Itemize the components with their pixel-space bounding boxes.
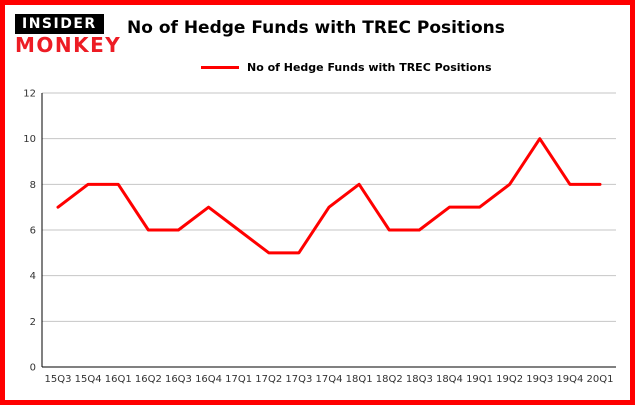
x-tick-label: 17Q1 — [225, 374, 252, 385]
series-line — [56, 137, 602, 255]
y-tick-label: 4 — [30, 271, 36, 282]
legend-label: No of Hedge Funds with TREC Positions — [247, 61, 492, 74]
x-tick-label: 18Q4 — [436, 374, 463, 385]
x-tick-label: 16Q1 — [105, 374, 132, 385]
x-tick-label: 16Q2 — [135, 374, 162, 385]
legend-line-swatch — [201, 66, 239, 69]
y-tick-label: 0 — [30, 363, 36, 374]
x-tick-label: 19Q1 — [466, 374, 493, 385]
x-tick-label: 17Q4 — [316, 374, 343, 385]
y-tick-label: 12 — [23, 89, 36, 100]
chart-legend: No of Hedge Funds with TREC Positions — [201, 61, 492, 74]
page-title: No of Hedge Funds with TREC Positions — [127, 18, 505, 38]
x-tick-label: 18Q3 — [406, 374, 433, 385]
x-tick-label: 19Q3 — [526, 374, 553, 385]
x-tick-label: 17Q3 — [285, 374, 312, 385]
y-tick-label: 2 — [30, 317, 36, 328]
y-tick-label: 10 — [23, 134, 36, 145]
x-tick-label: 16Q3 — [165, 374, 192, 385]
x-tick-label: 20Q1 — [587, 374, 614, 385]
insider-monkey-logo: INSIDER MONKEY — [15, 13, 122, 58]
x-tick-label: 19Q4 — [556, 374, 583, 385]
logo-monkey-text: MONKEY — [15, 33, 122, 58]
x-tick-label: 18Q2 — [376, 374, 403, 385]
x-tick-label: 15Q4 — [75, 374, 102, 385]
y-tick-label: 8 — [30, 180, 36, 191]
y-tick-label: 6 — [30, 226, 36, 237]
x-tick-label: 18Q1 — [346, 374, 373, 385]
x-tick-label: 19Q2 — [496, 374, 523, 385]
logo-insider-text: INSIDER — [15, 14, 104, 35]
x-tick-label: 17Q2 — [255, 374, 282, 385]
x-tick-label: 16Q4 — [195, 374, 222, 385]
x-tick-label: 15Q3 — [45, 374, 72, 385]
